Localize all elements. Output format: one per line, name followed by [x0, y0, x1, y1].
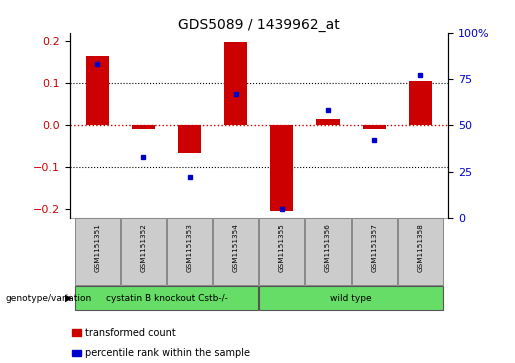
FancyBboxPatch shape [259, 218, 304, 285]
Text: GSM1151356: GSM1151356 [325, 223, 331, 272]
FancyBboxPatch shape [352, 218, 397, 285]
FancyBboxPatch shape [121, 218, 166, 285]
FancyBboxPatch shape [213, 218, 259, 285]
Text: GSM1151353: GSM1151353 [186, 223, 193, 272]
Text: GSM1151358: GSM1151358 [417, 223, 423, 272]
Text: GSM1151352: GSM1151352 [141, 223, 146, 272]
Title: GDS5089 / 1439962_at: GDS5089 / 1439962_at [178, 18, 340, 32]
Bar [409, 81, 432, 125]
FancyBboxPatch shape [259, 286, 443, 310]
Bar [317, 119, 339, 125]
Text: ▶: ▶ [65, 293, 73, 303]
Text: GSM1151354: GSM1151354 [233, 223, 239, 272]
Text: genotype/variation: genotype/variation [5, 294, 91, 302]
Bar [224, 42, 247, 125]
Text: transformed count: transformed count [85, 327, 176, 338]
FancyBboxPatch shape [75, 218, 120, 285]
Text: GSM1151351: GSM1151351 [94, 223, 100, 272]
FancyBboxPatch shape [398, 218, 443, 285]
Text: cystatin B knockout Cstb-/-: cystatin B knockout Cstb-/- [106, 294, 228, 302]
Text: GSM1151355: GSM1151355 [279, 223, 285, 272]
Bar [85, 56, 109, 125]
FancyBboxPatch shape [75, 286, 259, 310]
FancyBboxPatch shape [305, 218, 351, 285]
Bar [132, 125, 155, 130]
Text: percentile rank within the sample: percentile rank within the sample [85, 348, 250, 358]
Text: wild type: wild type [330, 294, 372, 302]
Bar [270, 125, 294, 212]
Text: GSM1151357: GSM1151357 [371, 223, 377, 272]
FancyBboxPatch shape [167, 218, 212, 285]
Bar [363, 125, 386, 130]
Bar [178, 125, 201, 152]
